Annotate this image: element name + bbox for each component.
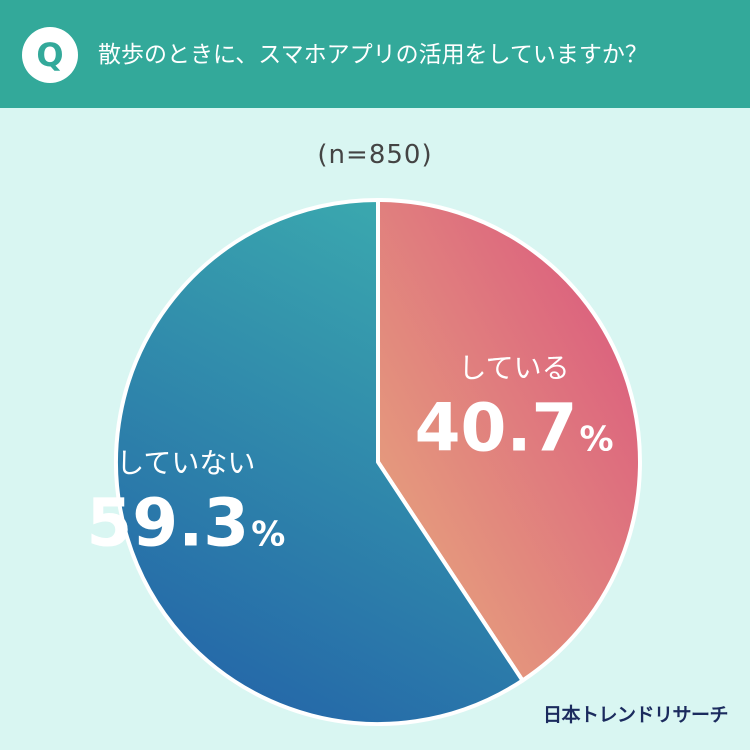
- slice-value-label-1: 40.7%: [415, 390, 614, 467]
- slice-category-label-2: していない: [116, 446, 255, 479]
- question-header: Q 散歩のときに、スマホアプリの活用をしていますか？: [0, 0, 750, 108]
- sample-size-label: (n=850): [317, 140, 433, 170]
- slice-value-label-2: 59.3%: [86, 484, 285, 561]
- question-badge: Q: [22, 27, 78, 83]
- brand-logo-text: 日本トレンドリサーチ: [542, 704, 729, 726]
- slice-category-label-1: している: [458, 352, 569, 385]
- pie-slice-2: [114, 198, 525, 726]
- question-text: 散歩のときに、スマホアプリの活用をしていますか？: [98, 42, 648, 68]
